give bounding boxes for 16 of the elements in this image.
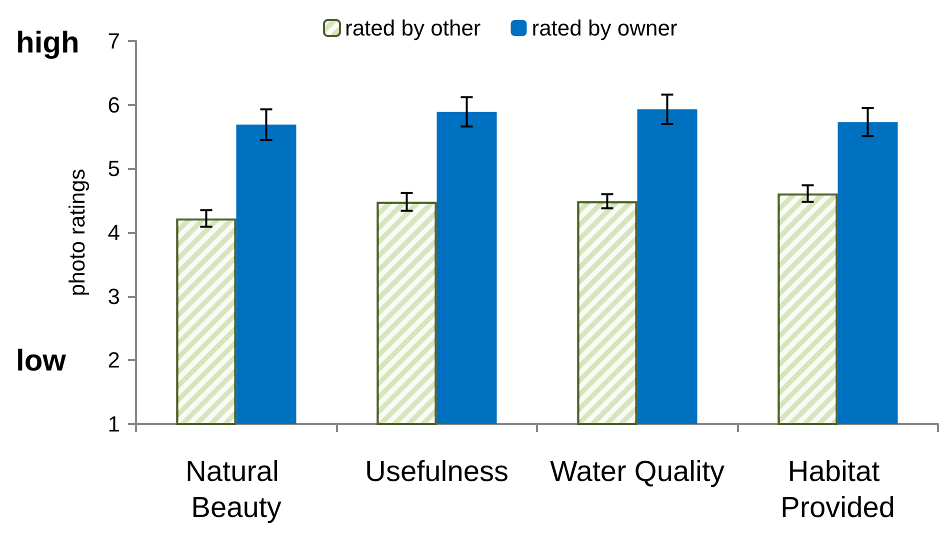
y-axis-title: photo ratings — [64, 168, 90, 296]
x-tick-label: Natural Beauty — [185, 456, 288, 524]
text: high — [16, 26, 80, 60]
text: low — [16, 344, 67, 378]
y-tick-label: 6 — [108, 92, 120, 118]
x-tick-label: Habitat Provided — [780, 456, 895, 524]
x-tick-label: Water Quality — [550, 456, 726, 488]
y-tick-label: 4 — [108, 220, 120, 245]
y-tick-label: 1 — [108, 412, 120, 436]
legend-label: rated by owner — [532, 16, 678, 40]
y-tick-label: 2 — [108, 348, 120, 373]
x-tick-label: Usefulness — [365, 456, 508, 488]
legend-label: rated by other — [345, 16, 481, 40]
y-tick-label: 7 — [108, 28, 120, 54]
y-tick-label: 3 — [108, 284, 120, 309]
y-tick-label: 5 — [108, 156, 120, 182]
